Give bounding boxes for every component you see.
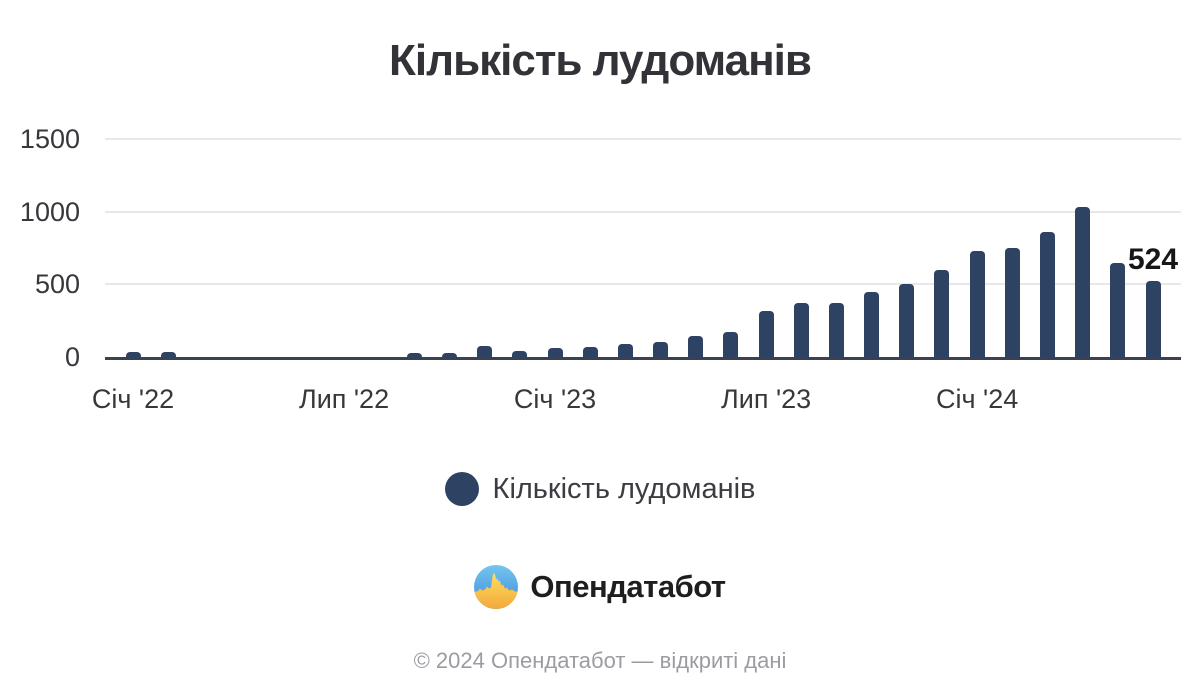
bar (1145, 280, 1161, 357)
bar (688, 335, 704, 357)
y-axis-tick: 1000 (19, 196, 80, 227)
gridline (105, 283, 1181, 286)
bar (1004, 248, 1020, 357)
gridline (105, 210, 1181, 213)
bar (934, 269, 950, 357)
data-label: 524 (1127, 242, 1179, 276)
footer-credit: © 2024 Опендатабот — відкриті дані (413, 648, 787, 673)
bar (1075, 207, 1091, 357)
bar (617, 343, 633, 357)
legend-label: Кількість лудоманів (492, 472, 756, 505)
bar (547, 348, 563, 357)
bar (828, 302, 844, 357)
bar (582, 347, 598, 357)
y-axis-tick: 0 (64, 342, 80, 372)
bar (899, 283, 915, 357)
plot-area (105, 138, 1181, 360)
bar (864, 292, 880, 357)
opendatabot-logo: Опендатабот (0, 565, 1200, 609)
bar (512, 350, 528, 357)
x-axis-tick: Січ '24 (935, 384, 1019, 414)
bar (125, 352, 141, 357)
bar (653, 342, 669, 357)
bar (406, 353, 422, 357)
bar (1110, 262, 1126, 357)
gridline (105, 138, 1181, 140)
bar (442, 353, 458, 357)
x-axis-tick: Січ '23 (513, 384, 597, 414)
bar (723, 332, 739, 357)
bar (793, 302, 809, 357)
y-axis-tick: 1500 (19, 124, 80, 154)
y-axis-tick: 500 (34, 269, 80, 300)
opendatabot-logo-icon (474, 565, 519, 609)
bar (477, 345, 493, 357)
bar (758, 310, 774, 357)
x-axis-tick: Лип '23 (721, 384, 812, 414)
legend-marker-icon (444, 472, 479, 506)
bar (1039, 232, 1055, 357)
opendatabot-logo-text: Опендатабот (530, 569, 726, 604)
x-axis-tick: Січ '22 (91, 384, 175, 414)
bar-chart: 0 500 1000 1500 Січ '22 Лип '22 Січ '23 Лип '2… (19, 124, 1181, 414)
chart-title: Кількість лудоманів (389, 36, 812, 85)
x-axis-tick: Лип '22 (298, 384, 390, 414)
bar (160, 352, 176, 357)
legend[interactable]: Кількість лудоманів (0, 472, 1200, 506)
bar (969, 250, 985, 357)
